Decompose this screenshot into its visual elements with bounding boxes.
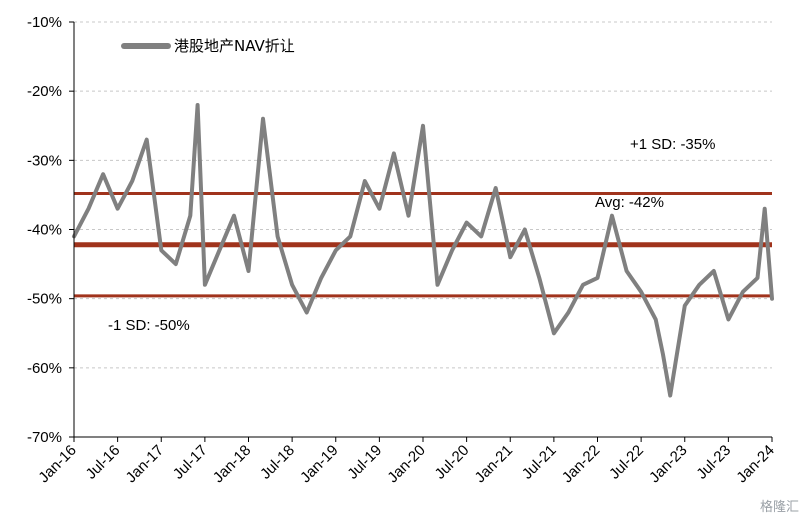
- x-tick-label: Jul-19: [344, 442, 385, 483]
- x-tick-labels: Jan-16 Jul-16 Jan-17 Jul-17 Jan-18 Jul-18 Jan-…: [35, 442, 777, 486]
- x-tick-label: Jul-18: [257, 442, 298, 483]
- annotations: +1 SD: -35% Avg: -42% -1 SD: -50%: [108, 136, 715, 334]
- x-tick-label: Jan-16: [35, 442, 79, 486]
- x-tick-label: Jul-22: [606, 442, 647, 483]
- y-tick-label: -40%: [27, 222, 62, 239]
- watermark: 格隆汇: [760, 499, 799, 515]
- y-tick-label: -50%: [27, 291, 62, 308]
- legend-label: 港股地产NAV折让: [174, 37, 295, 55]
- y-tick-label: -20%: [27, 83, 62, 100]
- x-tick-label: Jan-19: [297, 442, 341, 486]
- watermark-text: 格隆汇: [760, 499, 799, 515]
- y-tick-label: -30%: [27, 152, 62, 169]
- x-tick-label: Jan-17: [123, 442, 167, 486]
- axes: [69, 21, 773, 442]
- y-tick-label: -60%: [27, 360, 62, 377]
- y-tick-label: -10%: [27, 14, 62, 31]
- x-tick-label: Jan-22: [559, 442, 603, 486]
- x-tick-label: Jan-20: [384, 442, 428, 486]
- reference-label: +1 SD: -35%: [630, 136, 715, 153]
- x-tick-label: Jul-23: [693, 442, 734, 483]
- reference-label: Avg: -42%: [595, 194, 664, 211]
- x-tick-label: Jul-16: [83, 442, 124, 483]
- x-tick-label: Jul-20: [432, 442, 473, 483]
- series-line: [72, 103, 774, 398]
- y-tick-labels: -10% -20% -30% -40% -50% -60% -70%: [27, 14, 62, 446]
- x-tick-label: Jan-24: [733, 442, 777, 486]
- series-layer: [72, 103, 774, 398]
- reference-lines: [74, 192, 772, 298]
- x-tick-label: Jan-23: [646, 442, 690, 486]
- y-tick-label: -70%: [27, 429, 62, 446]
- x-tick-label: Jan-18: [210, 442, 254, 486]
- x-tick-label: Jan-21: [472, 442, 516, 486]
- legend: 港股地产NAV折让: [121, 37, 295, 55]
- x-tick-label: Jul-17: [170, 442, 211, 483]
- x-tick-label: Jul-21: [519, 442, 560, 483]
- reference-label: -1 SD: -50%: [108, 317, 190, 334]
